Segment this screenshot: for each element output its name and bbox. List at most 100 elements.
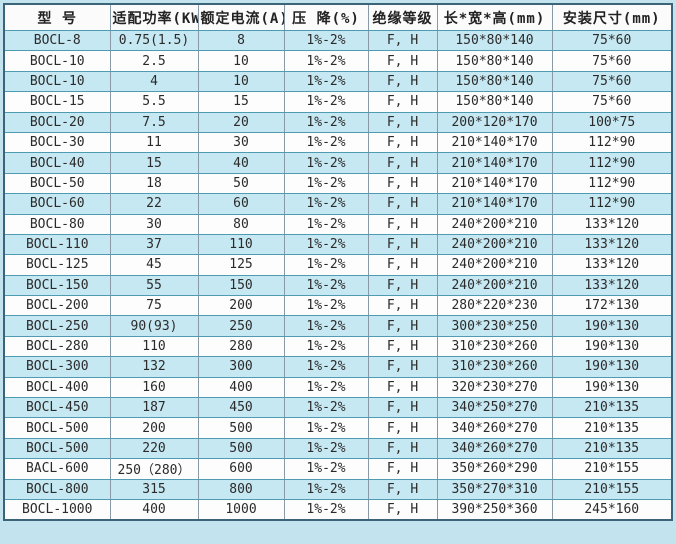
table-cell: 2.5 — [109, 50, 199, 72]
table-cell: 1%-2% — [283, 498, 369, 521]
table-cell: 0.75(1.5) — [109, 29, 199, 52]
table-cell: 40 — [197, 152, 285, 174]
table-row: BOCL-40 15 40 1%-2% F, H 210*140*170 112*90 — [3, 152, 673, 174]
table-cell: 1%-2% — [283, 274, 369, 297]
table-row: BOCL-500 200 500 1%-2% F, H 340*260*270 210*13… — [3, 417, 673, 439]
table-cell: F, H — [367, 131, 438, 154]
table-cell: 1%-2% — [283, 397, 369, 419]
table-cell: 133*120 — [551, 254, 673, 276]
table-cell: F, H — [367, 91, 438, 113]
table-cell: 1%-2% — [283, 458, 369, 480]
table-cell: 200 — [197, 295, 285, 317]
table-cell: F, H — [367, 274, 438, 297]
table-cell: 390*250*360 — [436, 498, 553, 521]
table-cell: 500 — [197, 437, 285, 460]
table-cell: 1%-2% — [283, 437, 369, 460]
table-cell: 1%-2% — [283, 315, 369, 337]
table-cell: 600 — [197, 458, 285, 480]
table-cell: BOCL-50 — [3, 172, 111, 195]
table-row: BOCL-800 315 800 1%-2% F, H 350*270*310 210*15… — [3, 478, 673, 500]
table-cell: 80 — [197, 213, 285, 235]
table-row: BOCL-8 0.75(1.5) 8 1%-2% F, H 150*80*140 75*60 — [3, 29, 673, 52]
table-cell: 55 — [109, 274, 199, 297]
table-cell: 112*90 — [551, 193, 673, 215]
table-cell: BOCL-200 — [3, 295, 111, 317]
table-cell: 172*130 — [551, 295, 673, 317]
table-row: BOCL-110 37 110 1%-2% F, H 240*200*210 133*120 — [3, 233, 673, 256]
table-row: BOCL-280 110 280 1%-2% F, H 310*230*260 190*13… — [3, 335, 673, 358]
table-cell: 75*60 — [551, 50, 673, 72]
table-cell: 240*200*210 — [436, 233, 553, 256]
table-cell: 340*250*270 — [436, 397, 553, 419]
table-cell: F, H — [367, 152, 438, 174]
table-cell: 160 — [109, 376, 199, 399]
table-cell: 250（280） — [109, 458, 199, 480]
table-cell: BOCL-800 — [3, 478, 111, 500]
table-cell: 1%-2% — [283, 376, 369, 399]
table-cell: 75*60 — [551, 29, 673, 52]
table-cell: F, H — [367, 335, 438, 358]
table-row: BOCL-500 220 500 1%-2% F, H 340*260*270 210*13… — [3, 437, 673, 460]
table-cell: 150*80*140 — [436, 29, 553, 52]
table-cell: 1%-2% — [283, 29, 369, 52]
table-cell: BOCL-450 — [3, 397, 111, 419]
table-cell: 10 — [197, 50, 285, 72]
table-cell: 800 — [197, 478, 285, 500]
table-cell: 200*120*170 — [436, 111, 553, 133]
table-cell: 310*230*260 — [436, 356, 553, 378]
table-cell: 22 — [109, 193, 199, 215]
table-cell: BOCL-400 — [3, 376, 111, 399]
table-cell: BOCL-125 — [3, 254, 111, 276]
table-cell: BOCL-80 — [3, 213, 111, 235]
table-cell: 112*90 — [551, 172, 673, 195]
table-cell: BOCL-20 — [3, 111, 111, 133]
table-cell: 30 — [109, 213, 199, 235]
table-cell: 1%-2% — [283, 335, 369, 358]
table-body: BOCL-8 0.75(1.5) 8 1%-2% F, H 150*80*140 75*60… — [3, 29, 673, 521]
table-cell: 400 — [109, 498, 199, 521]
table-cell: BOCL-250 — [3, 315, 111, 337]
table-cell: F, H — [367, 437, 438, 460]
table-row: BOCL-80 30 80 1%-2% F, H 240*200*210 133*120 — [3, 213, 673, 235]
table-cell: 210*140*170 — [436, 172, 553, 195]
table-cell: BACL-600 — [3, 458, 111, 480]
table-cell: 75*60 — [551, 70, 673, 93]
table-row: BACL-600 250（280） 600 1%-2% F, H 350*260*290 2… — [3, 458, 673, 480]
table-cell: 90(93) — [109, 315, 199, 337]
table-cell: 190*130 — [551, 376, 673, 399]
table-cell: 310*230*260 — [436, 335, 553, 358]
table-cell: 1%-2% — [283, 233, 369, 256]
table-cell: BOCL-1000 — [3, 498, 111, 521]
table-cell: 190*130 — [551, 315, 673, 337]
table-cell: 125 — [197, 254, 285, 276]
table-cell: 15 — [197, 91, 285, 113]
table-cell: 18 — [109, 172, 199, 195]
table-row: BOCL-60 22 60 1%-2% F, H 210*140*170 112*90 — [3, 193, 673, 215]
table-cell: 150*80*140 — [436, 91, 553, 113]
table-cell: 320*230*270 — [436, 376, 553, 399]
table-cell: 50 — [197, 172, 285, 195]
table-cell: BOCL-30 — [3, 131, 111, 154]
table-cell: F, H — [367, 498, 438, 521]
table-cell: 1%-2% — [283, 50, 369, 72]
table-cell: 150*80*140 — [436, 70, 553, 93]
table-cell: 245*160 — [551, 498, 673, 521]
table-row: BOCL-250 90(93) 250 1%-2% F, H 300*230*250 190… — [3, 315, 673, 337]
table-cell: BOCL-10 — [3, 50, 111, 72]
table-row: BOCL-20 7.5 20 1%-2% F, H 200*120*170 100*75 — [3, 111, 673, 133]
table-row: BOCL-1000 400 1000 1%-2% F, H 390*250*360 245*… — [3, 498, 673, 521]
table-cell: 1%-2% — [283, 417, 369, 439]
table-cell: 300*230*250 — [436, 315, 553, 337]
column-header: 适配功率(KW) — [109, 3, 199, 31]
table-cell: 210*140*170 — [436, 193, 553, 215]
table-cell: 400 — [197, 376, 285, 399]
table-cell: 1%-2% — [283, 91, 369, 113]
table-cell: 1%-2% — [283, 254, 369, 276]
table-row: BOCL-30 11 30 1%-2% F, H 210*140*170 112*90 — [3, 131, 673, 154]
table-cell: F, H — [367, 315, 438, 337]
table-cell: F, H — [367, 295, 438, 317]
table-row: BOCL-400 160 400 1%-2% F, H 320*230*270 190*13… — [3, 376, 673, 399]
table-cell: 187 — [109, 397, 199, 419]
